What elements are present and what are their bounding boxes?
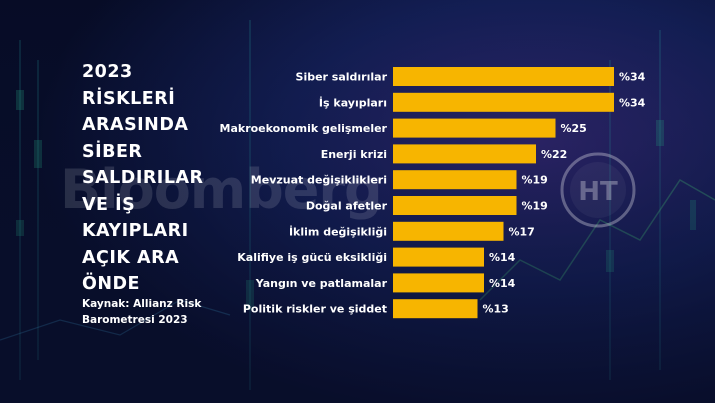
ht-logo-icon (560, 152, 636, 228)
category-label: Politik riskler ve şiddet (243, 303, 387, 316)
category-label: Siber saldırılar (296, 71, 388, 84)
bar (393, 299, 478, 319)
page-title: 2023 RİSKLERİ ARASINDA SİBER SALDIRILAR … (82, 59, 232, 298)
bar (393, 221, 504, 241)
title-line: KAYIPLARI (82, 221, 189, 241)
title-line: ÖNDE (82, 274, 141, 294)
category-label: Kalifiye iş gücü eksikliği (237, 251, 387, 264)
value-label: %34 (619, 71, 646, 84)
source-line: Barometresi 2023 (82, 314, 188, 326)
title-line: RİSKLERİ (82, 88, 176, 109)
bar (393, 67, 614, 86)
value-label: %19 (522, 200, 548, 213)
bar (393, 247, 484, 267)
watermark-text: Bloomberg (60, 158, 383, 221)
category-label: Mevzuat değişiklikleri (251, 174, 387, 187)
value-label: %34 (619, 96, 646, 109)
value-label: %14 (489, 277, 516, 290)
bar (393, 273, 484, 293)
title-line: VE İŞ (82, 194, 136, 215)
category-label: İş kayıpları (319, 95, 387, 109)
category-label: Doğal afetler (306, 200, 388, 213)
category-label: Enerji krizi (321, 148, 387, 161)
bar (393, 196, 517, 215)
title-line: 2023 (82, 62, 133, 82)
value-label: %13 (483, 303, 509, 316)
source-note: Kaynak: Allianz Risk Barometresi 2023 (82, 296, 232, 328)
title-line: AÇIK ARA (82, 247, 180, 268)
value-label: %14 (489, 251, 516, 264)
value-label: %17 (509, 225, 535, 238)
title-line: SİBER (82, 141, 143, 162)
bar (393, 170, 517, 190)
category-label: Makroekonomik gelişmeler (220, 122, 388, 135)
bar (393, 144, 536, 164)
bar (393, 92, 614, 112)
value-label: %25 (561, 122, 587, 135)
category-label: Yangın ve patlamalar (255, 277, 388, 290)
source-line: Kaynak: Allianz Risk (82, 298, 202, 310)
title-line: SALDIRILAR (82, 168, 204, 188)
value-label: %19 (522, 174, 548, 187)
logo-letters: HT (578, 177, 618, 207)
bar (393, 118, 556, 138)
category-label: İklim değişikliği (289, 224, 387, 238)
title-line: ARASINDA (82, 115, 189, 135)
value-label: %22 (541, 148, 567, 161)
